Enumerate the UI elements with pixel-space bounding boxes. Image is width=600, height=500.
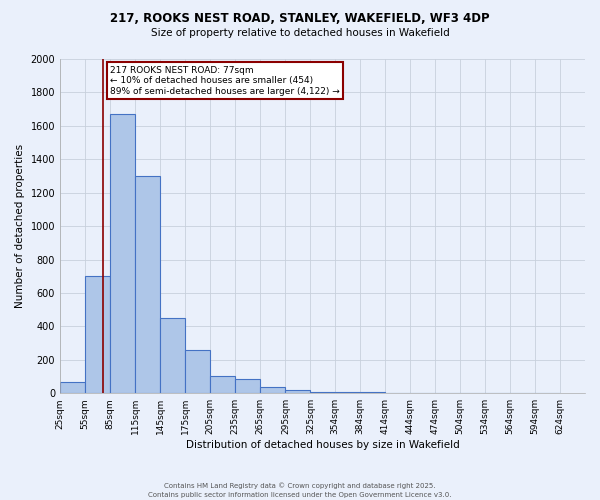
Text: Size of property relative to detached houses in Wakefield: Size of property relative to detached ho… — [151, 28, 449, 38]
Bar — [385, 392, 410, 393]
X-axis label: Distribution of detached houses by size in Wakefield: Distribution of detached houses by size … — [185, 440, 460, 450]
Bar — [260, 386, 286, 393]
Bar — [110, 114, 135, 393]
Bar — [60, 382, 85, 393]
Bar — [210, 376, 235, 393]
Bar — [410, 392, 435, 393]
Bar — [310, 392, 335, 393]
Bar — [85, 276, 110, 393]
Bar — [286, 390, 310, 393]
Bar — [185, 350, 210, 393]
Bar — [235, 379, 260, 393]
Bar — [359, 392, 385, 393]
Text: 217, ROOKS NEST ROAD, STANLEY, WAKEFIELD, WF3 4DP: 217, ROOKS NEST ROAD, STANLEY, WAKEFIELD… — [110, 12, 490, 26]
Text: 217 ROOKS NEST ROAD: 77sqm
← 10% of detached houses are smaller (454)
89% of sem: 217 ROOKS NEST ROAD: 77sqm ← 10% of deta… — [110, 66, 340, 96]
Bar — [135, 176, 160, 393]
Bar — [160, 318, 185, 393]
Bar — [335, 392, 359, 393]
Text: Contains HM Land Registry data © Crown copyright and database right 2025.: Contains HM Land Registry data © Crown c… — [164, 482, 436, 489]
Y-axis label: Number of detached properties: Number of detached properties — [15, 144, 25, 308]
Text: Contains public sector information licensed under the Open Government Licence v3: Contains public sector information licen… — [148, 492, 452, 498]
